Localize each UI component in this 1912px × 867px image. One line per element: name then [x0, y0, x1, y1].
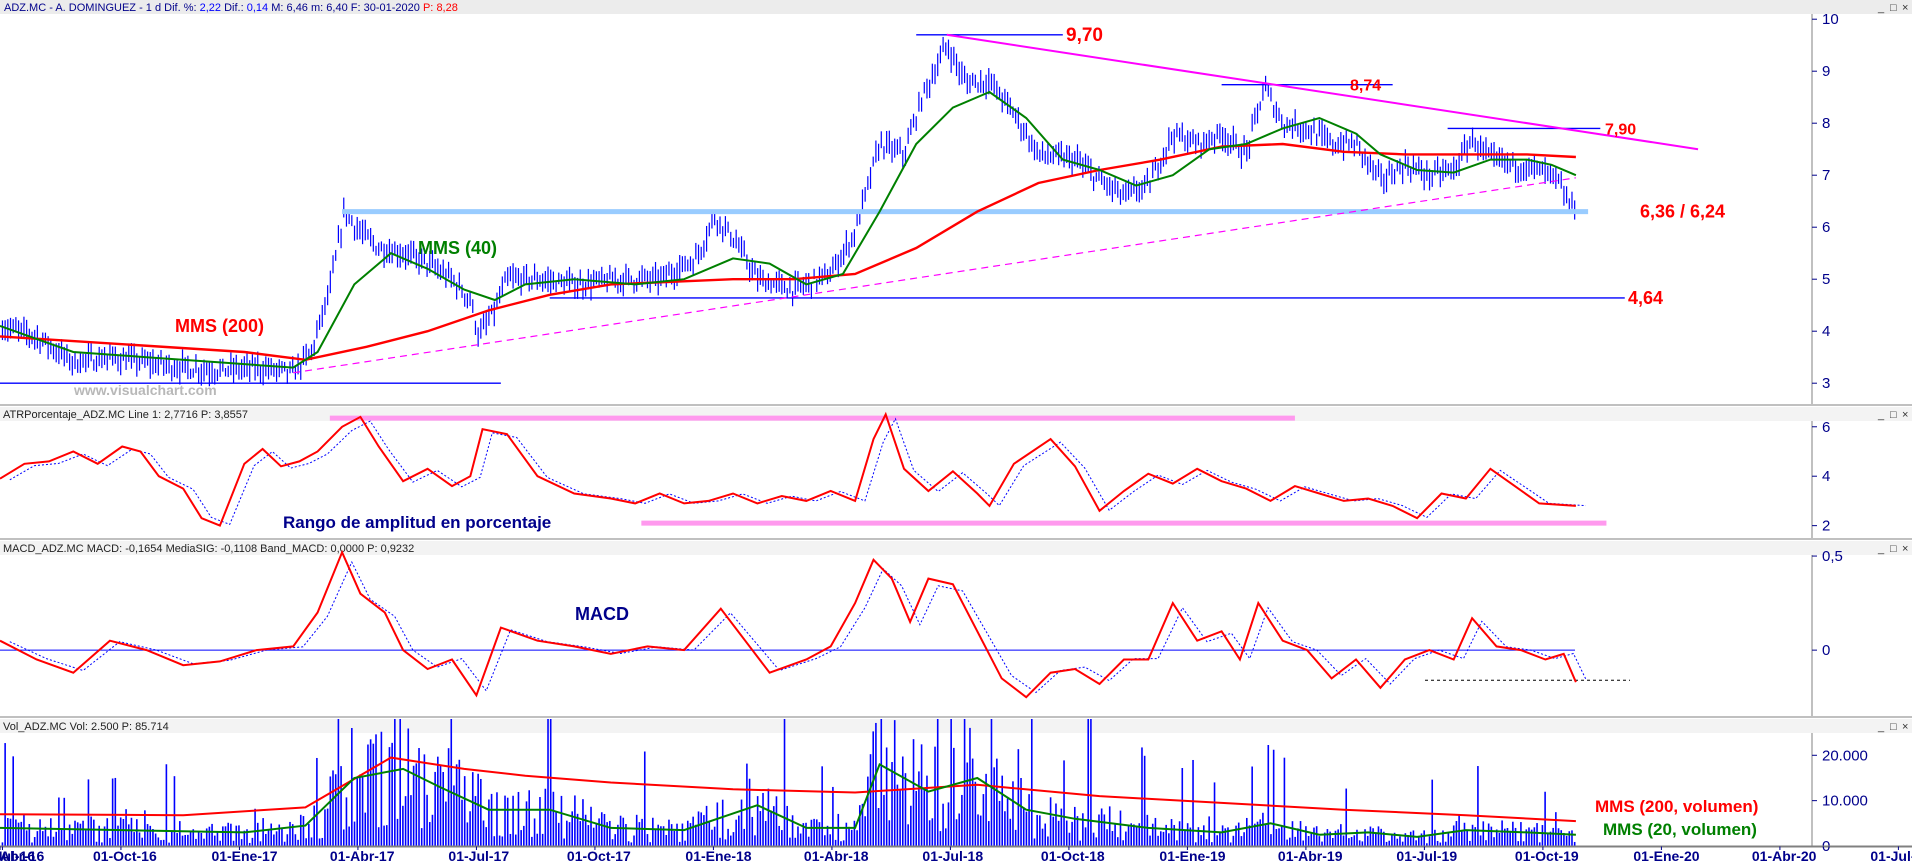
header-max: 6,46: [287, 2, 308, 14]
volume-annotation: MMS (20, volumen): [1603, 820, 1757, 839]
panel-bg-atr: [0, 407, 1808, 538]
macd-line: [0, 549, 1577, 699]
y-tick-label-vol: 20.000: [1822, 747, 1868, 764]
header-min: 6,40: [326, 2, 347, 14]
x-tick-label: Abr-16: [0, 848, 45, 864]
minimize-icon: _: [1877, 721, 1885, 733]
y-tick-label-macd: 0: [1822, 642, 1830, 659]
x-tick-label: 01-Abr-17: [330, 848, 395, 864]
atr-line: [0, 411, 1576, 527]
y-tick-label-atr: 6: [1822, 419, 1830, 436]
panel-title-atr: ATRPorcentaje_ADZ.MC Line 1: 2,7716 P: 3…: [3, 409, 248, 421]
y-tick-label-macd: 0,5: [1822, 548, 1843, 565]
price-annotation: 8,74: [1350, 78, 1381, 95]
panel-title-macd: MACD_ADZ.MC MACD: -0,1654 MediaSIG: -0,1…: [3, 543, 414, 555]
header-timeframe: 1 d: [146, 2, 161, 14]
header-dif: 0,14: [247, 2, 268, 14]
maximize-icon: □: [1890, 409, 1897, 421]
header-min-label: m:: [311, 2, 323, 14]
price-annotation: 4,64: [1628, 288, 1663, 308]
x-tick-label: 01-Abr-19: [1278, 848, 1343, 864]
header-price-label: P:: [423, 2, 433, 14]
x-tick-label: 01-Jul-18: [922, 848, 983, 864]
maximize-icon: □: [1890, 721, 1897, 733]
watermark: www.visualchart.com: [73, 382, 217, 398]
header-max-label: M:: [271, 2, 283, 14]
trend-line: [293, 177, 1576, 374]
close-icon: ×: [1902, 543, 1908, 555]
x-tick-label: 01-Abr-18: [804, 848, 869, 864]
volume-bars: [1, 719, 1576, 846]
y-tick-label-price: 10: [1822, 11, 1839, 28]
atr-label: Rango de amplitud en porcentaje: [283, 513, 551, 532]
x-tick-label: 01-Jul-20: [1870, 848, 1912, 864]
price-annotation: 9,70: [1066, 25, 1103, 46]
volume-mms200-line: [0, 756, 1576, 823]
minimize-icon: _: [1877, 409, 1885, 421]
maximize-icon: □: [1890, 2, 1897, 14]
x-tick-label: 01-Ene-18: [685, 848, 751, 864]
header-date-label: F:: [351, 2, 361, 14]
y-tick-label-price: 3: [1822, 375, 1830, 392]
trend-line: [946, 33, 1699, 151]
panel-bg-price: [0, 14, 1808, 404]
volume-annotation: MMS (200, volumen): [1595, 797, 1758, 816]
header-bar: [0, 0, 1912, 14]
x-tick-label: 01-Jul-17: [448, 848, 509, 864]
price-annotation: MMS (40): [418, 238, 497, 258]
y-tick-label-atr: 4: [1822, 468, 1830, 485]
minimize-icon: _: [1877, 543, 1885, 555]
y-tick-label-vol: 10.000: [1822, 793, 1868, 810]
price-annotation: 6,36 / 6,24: [1640, 202, 1725, 222]
x-tick-label: 01-Ene-19: [1159, 848, 1225, 864]
header-date: 30-01-2020: [364, 2, 420, 14]
x-tick-label: 01-Jul-16: [0, 848, 35, 864]
x-tick-label: 01-Abr-20: [1752, 848, 1817, 864]
header-dif-pct-label: Dif. %:: [164, 2, 196, 14]
x-tick-label: 01-Oct-16: [93, 848, 157, 864]
header-symbol: ADZ.MC: [4, 2, 46, 14]
price-annotation: MMS (200): [175, 316, 264, 336]
header-price: 8,28: [436, 2, 457, 14]
x-tick-label: 01-Oct-18: [1041, 848, 1105, 864]
macd-label: MACD: [575, 604, 629, 624]
maximize-icon: □: [1890, 543, 1897, 555]
panel-bg-macd: [0, 541, 1808, 716]
y-tick-label-price: 6: [1822, 219, 1830, 236]
mms200-line: [0, 142, 1576, 362]
y-tick-label-price: 4: [1822, 323, 1830, 340]
volume-mms20-line: [0, 762, 1576, 838]
header-text: ADZ.MC - A. DOMINGUEZ - 1 d Dif. %: 2,22…: [4, 2, 458, 14]
y-tick-label-price: 8: [1822, 115, 1830, 132]
price-annotation: 7,90: [1605, 121, 1636, 138]
y-tick-label-price: 9: [1822, 63, 1830, 80]
header-name: A. DOMINGUEZ: [55, 2, 136, 14]
x-tick-label: 01-Ene-20: [1633, 848, 1699, 864]
y-tick-label-atr: 2: [1822, 518, 1830, 535]
header-dif-label: Dif.:: [224, 2, 244, 14]
x-tick-label: 01-Oct-17: [567, 848, 631, 864]
close-icon: ×: [1902, 721, 1908, 733]
x-tick-label: 01-Jul-19: [1396, 848, 1457, 864]
header-dif-pct: 2,22: [200, 2, 221, 14]
close-icon: ×: [1902, 409, 1908, 421]
y-tick-label-price: 5: [1822, 271, 1830, 288]
y-tick-label-price: 7: [1822, 167, 1830, 184]
close-icon: ×: [1902, 2, 1908, 14]
panel-title-vol: Vol_ADZ.MC Vol: 2.500 P: 85.714: [3, 721, 169, 733]
panel-titlebar-macd: [0, 541, 1912, 555]
minimize-icon: _: [1877, 2, 1885, 14]
macd-signal-line: [9, 560, 1587, 694]
panel-titlebar-vol: [0, 719, 1912, 733]
x-tick-label: 01-Ene-17: [211, 848, 277, 864]
x-tick-label: 01-Oct-19: [1515, 848, 1579, 864]
mms40-line: [0, 90, 1577, 369]
